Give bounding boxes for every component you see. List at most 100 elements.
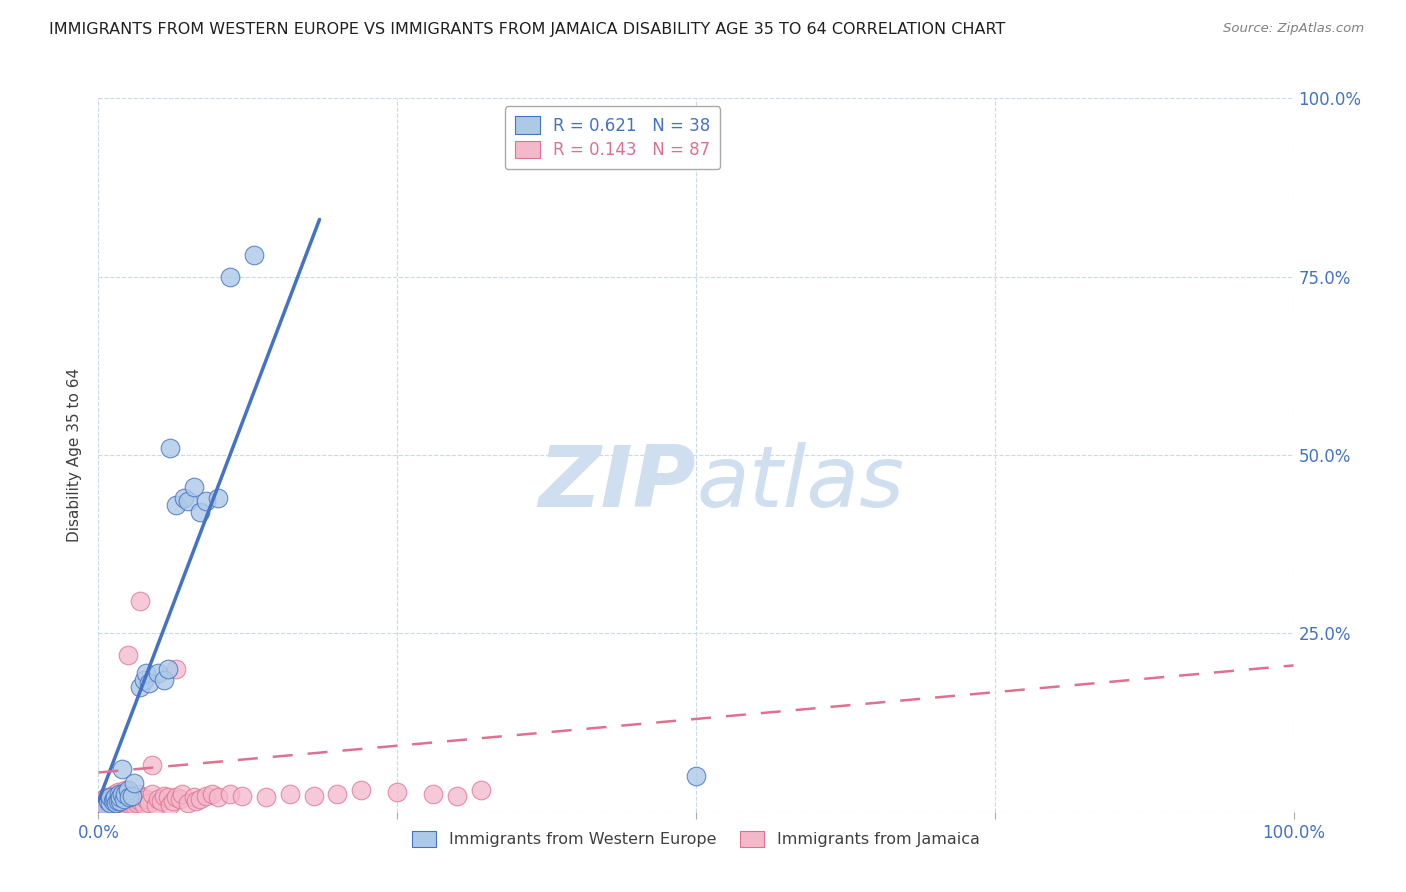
Point: [114, 787, 136, 801]
Point: [132, 673, 155, 687]
Point: [94, 796, 117, 810]
Point: [111, 762, 134, 776]
Point: [183, 480, 205, 494]
Point: [326, 787, 349, 801]
Point: [219, 269, 242, 284]
Point: [169, 792, 191, 806]
Point: [159, 797, 181, 812]
Point: [162, 794, 184, 808]
Point: [302, 789, 325, 803]
Point: [243, 248, 266, 262]
Point: [93, 797, 115, 812]
Point: [207, 491, 229, 505]
Point: [108, 797, 131, 812]
Point: [129, 680, 152, 694]
Point: [135, 792, 157, 806]
Point: [121, 789, 143, 803]
Point: [98, 797, 121, 812]
Point: [124, 797, 146, 812]
Point: [254, 790, 277, 805]
Text: atlas: atlas: [696, 442, 904, 525]
Point: [165, 498, 187, 512]
Point: [141, 787, 163, 801]
Point: [131, 790, 153, 805]
Point: [115, 792, 138, 806]
Text: Source: ZipAtlas.com: Source: ZipAtlas.com: [1223, 22, 1364, 36]
Point: [108, 789, 131, 803]
Point: [96, 797, 118, 812]
Text: ZIP: ZIP: [538, 442, 696, 525]
Point: [127, 787, 149, 801]
Point: [103, 792, 125, 806]
Point: [103, 794, 125, 808]
Point: [165, 662, 187, 676]
Point: [153, 789, 176, 803]
Point: [188, 792, 211, 806]
Point: [172, 787, 194, 801]
Point: [278, 787, 301, 801]
Point: [118, 790, 141, 805]
Point: [195, 494, 218, 508]
Point: [107, 787, 129, 801]
Point: [446, 789, 468, 803]
Point: [129, 794, 152, 808]
Point: [104, 792, 127, 806]
Point: [186, 794, 208, 808]
Point: [100, 797, 122, 812]
Point: [112, 790, 135, 805]
Point: [231, 789, 253, 803]
Point: [93, 792, 115, 806]
Point: [111, 787, 134, 801]
Point: [188, 505, 211, 519]
Point: [110, 792, 132, 806]
Point: [156, 790, 179, 805]
Point: [96, 794, 118, 808]
Point: [117, 783, 139, 797]
Point: [98, 796, 122, 810]
Point: [173, 491, 195, 505]
Point: [94, 790, 117, 805]
Point: [124, 792, 146, 806]
Point: [98, 790, 122, 805]
Point: [97, 796, 120, 810]
Point: [141, 758, 163, 772]
Point: [111, 787, 134, 801]
Y-axis label: Disability Age 35 to 64: Disability Age 35 to 64: [67, 368, 83, 542]
Point: [111, 796, 134, 810]
Point: [121, 789, 143, 803]
Point: [685, 769, 707, 783]
Point: [385, 785, 409, 799]
Point: [112, 797, 135, 812]
Point: [101, 796, 124, 810]
Point: [117, 787, 139, 801]
Point: [148, 665, 170, 680]
Point: [107, 796, 129, 810]
Point: [124, 776, 146, 790]
Point: [105, 796, 128, 810]
Point: [165, 790, 187, 805]
Point: [97, 794, 120, 808]
Point: [114, 794, 136, 808]
Point: [101, 789, 124, 803]
Point: [107, 785, 129, 799]
Point: [156, 662, 179, 676]
Point: [107, 794, 129, 808]
Point: [195, 789, 218, 803]
Point: [422, 787, 444, 801]
Point: [201, 787, 224, 801]
Text: IMMIGRANTS FROM WESTERN EUROPE VS IMMIGRANTS FROM JAMAICA DISABILITY AGE 35 TO 6: IMMIGRANTS FROM WESTERN EUROPE VS IMMIGR…: [49, 22, 1005, 37]
Point: [129, 594, 152, 608]
Point: [105, 790, 128, 805]
Point: [135, 665, 157, 680]
Point: [153, 673, 176, 687]
Point: [90, 797, 112, 812]
Point: [91, 796, 114, 810]
Point: [470, 783, 492, 797]
Point: [121, 794, 143, 808]
Point: [105, 797, 128, 812]
Point: [117, 796, 139, 810]
Point: [138, 796, 160, 810]
Point: [118, 790, 141, 805]
Point: [115, 797, 138, 812]
Point: [177, 494, 200, 508]
